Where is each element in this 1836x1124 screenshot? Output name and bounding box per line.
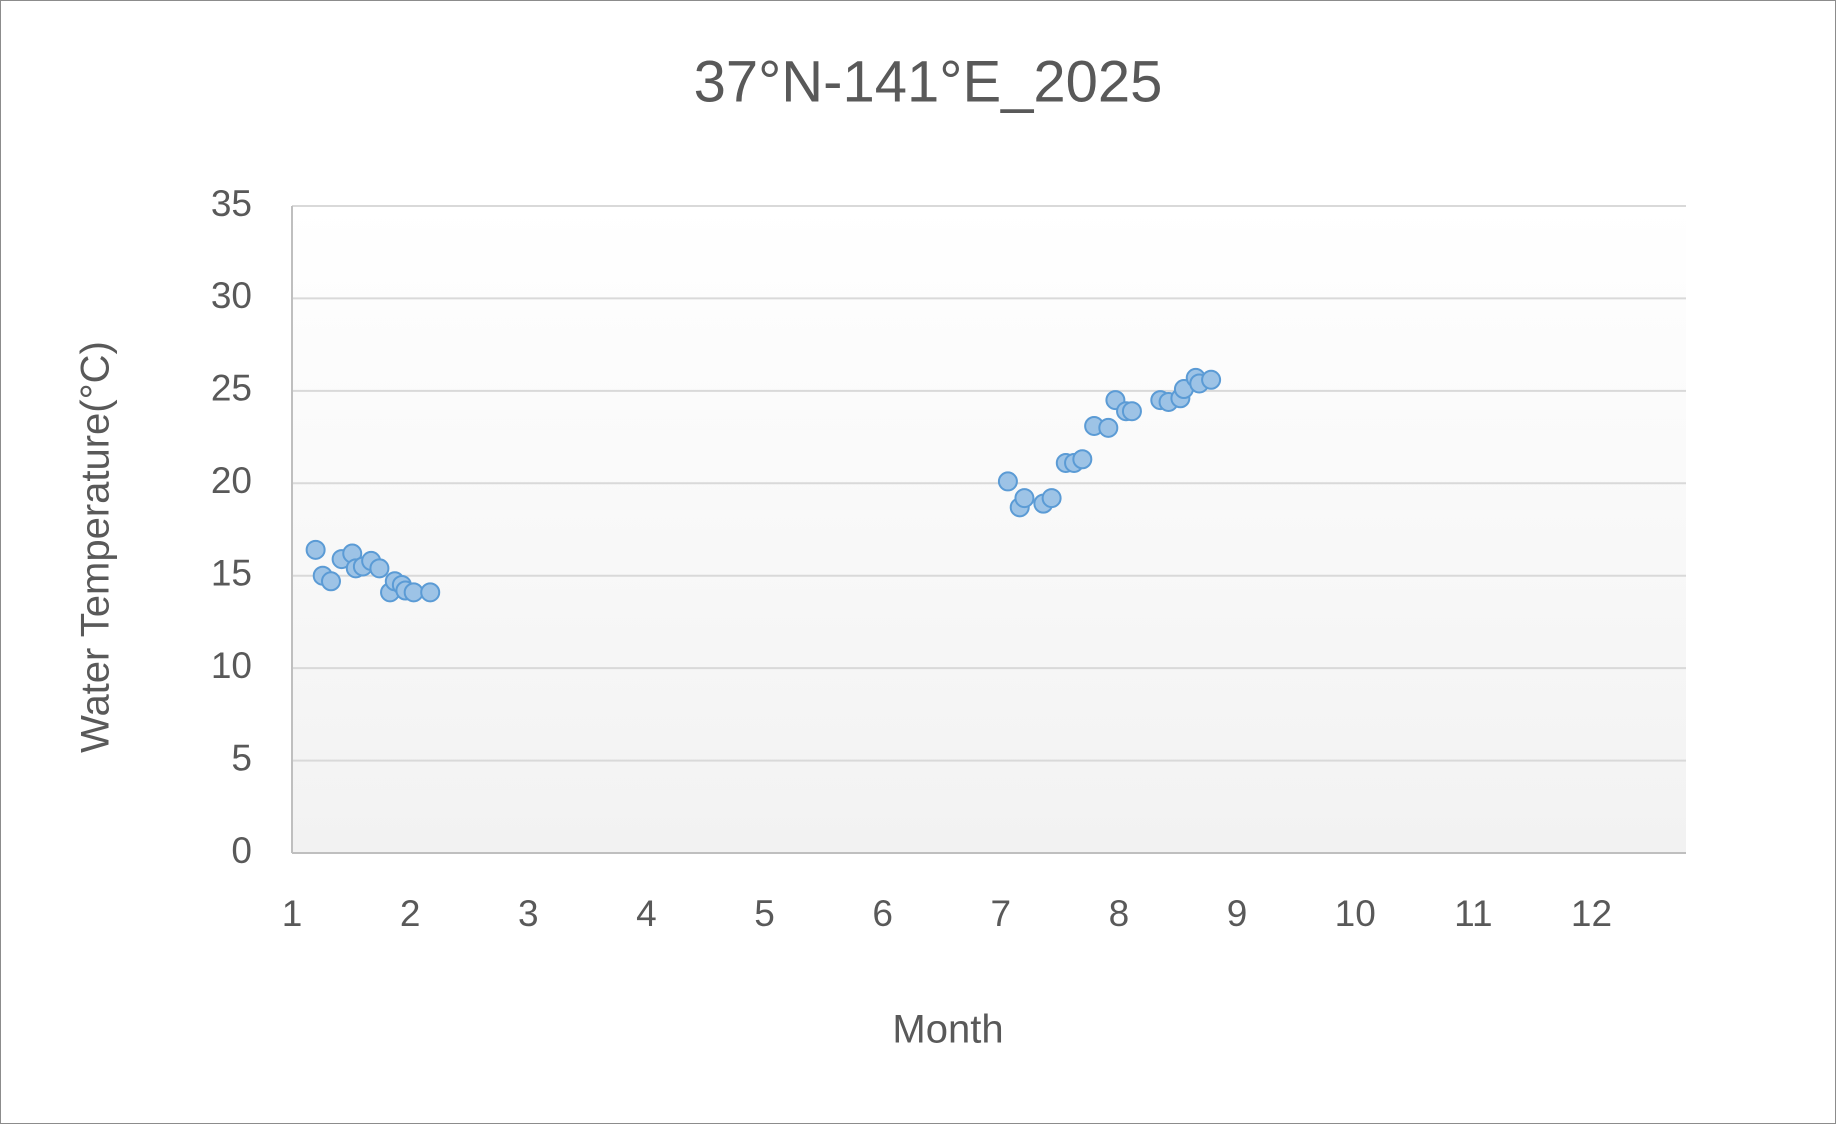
scatter-point (420, 582, 441, 603)
x-tick-label: 6 (872, 893, 893, 934)
x-tick-label: 8 (1109, 893, 1130, 934)
x-tick-label: 3 (518, 893, 539, 934)
scatter-point (1041, 488, 1062, 509)
plot-area (292, 206, 1686, 853)
scatter-point (997, 471, 1018, 492)
scatter-point (369, 558, 390, 579)
y-tick-label: 20 (211, 460, 252, 501)
x-axis-title: Month (892, 1008, 1003, 1052)
x-tick-label: 2 (400, 893, 421, 934)
scatter-point (1098, 417, 1119, 438)
scatter-point (305, 539, 326, 560)
y-tick-label: 30 (211, 275, 252, 316)
x-tick-label: 12 (1571, 893, 1612, 934)
scatter-point (1014, 488, 1035, 509)
scatter-point (403, 582, 424, 603)
x-tick-label: 11 (1454, 893, 1492, 934)
x-tick-label: 5 (754, 893, 775, 934)
scatter-point (320, 571, 341, 592)
x-tick-label: 10 (1335, 893, 1376, 934)
x-tick-label: 7 (991, 893, 1012, 934)
y-tick-label: 35 (211, 183, 252, 224)
x-tick-label: 4 (636, 893, 657, 934)
x-tick-label: 9 (1227, 893, 1248, 934)
y-tick-label: 5 (231, 737, 252, 778)
y-tick-label: 10 (211, 645, 252, 686)
scatter-point (1121, 401, 1142, 422)
y-tick-label: 25 (211, 368, 252, 409)
scatter-point (1072, 449, 1093, 470)
y-tick-label: 15 (211, 552, 252, 593)
y-axis-title: Water Temperature(°C) (74, 341, 118, 753)
y-tick-label: 0 (231, 830, 252, 871)
chart-title: 37°N-141°E_2025 (694, 49, 1163, 114)
x-tick-label: 1 (282, 893, 303, 934)
scatter-point (1201, 369, 1222, 390)
